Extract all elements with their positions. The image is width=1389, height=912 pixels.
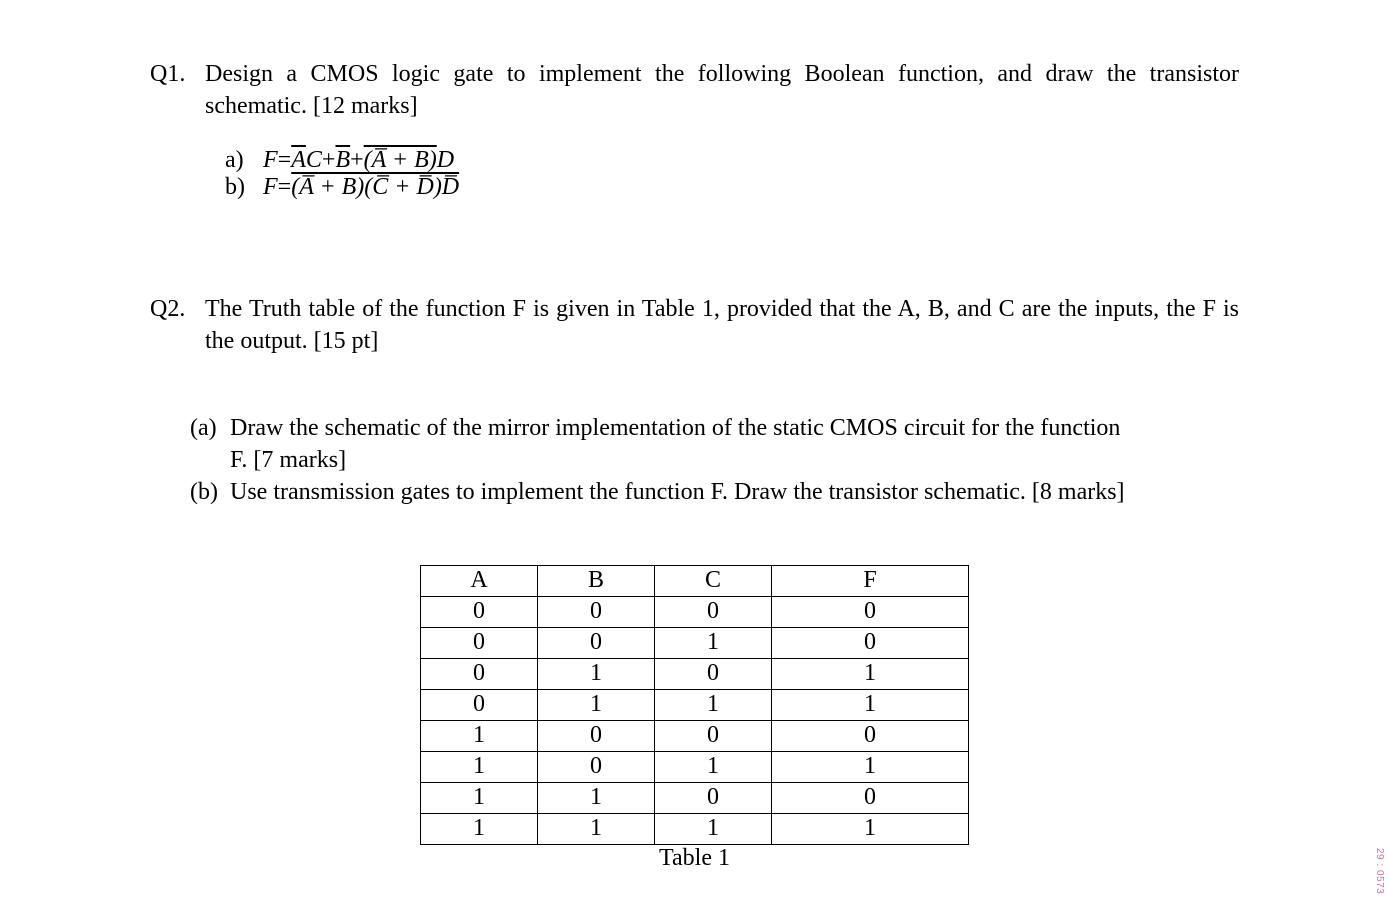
table-cell: 1 (655, 627, 772, 658)
table-row: 0000 (421, 596, 969, 627)
table-cell: 0 (538, 751, 655, 782)
table-cell: 1 (655, 813, 772, 844)
q2-sub-a-line2: F. [7 marks] (230, 447, 346, 473)
table-cell: 0 (772, 782, 969, 813)
table-cell: 1 (421, 720, 538, 751)
eq-a-label: a) (225, 147, 263, 174)
table-row: 1100 (421, 782, 969, 813)
q1-prompt: Design a CMOS logic gate to implement th… (205, 58, 1239, 123)
q2-sub-b-body: Use transmission gates to implement the … (230, 476, 1239, 508)
eq-a-C: C (306, 147, 322, 174)
table-row: 0010 (421, 627, 969, 658)
table-cell: 1 (538, 782, 655, 813)
q1-equations: a) F = A C + B + (A̅ + B) D b) F = (A̅ +… (225, 147, 1239, 201)
q2-sub-a-body: Draw the schematic of the mirror impleme… (230, 412, 1239, 477)
table-cell: 1 (772, 689, 969, 720)
q2-sub-a-line1: Draw the schematic of the mirror impleme… (230, 415, 1120, 441)
eq-b-math: F = (A̅ + B)(C̅ + D̅)D̅ (263, 174, 459, 201)
truth-table-head: ABCF (421, 565, 969, 596)
table-cell: 0 (538, 596, 655, 627)
q2-sub-a: (a) Draw the schematic of the mirror imp… (190, 412, 1239, 477)
table-cell: 1 (772, 751, 969, 782)
q1-eq-b: b) F = (A̅ + B)(C̅ + D̅)D̅ (225, 174, 1239, 201)
table-cell: 0 (772, 720, 969, 751)
eq-b-over: (A̅ + B)(C̅ + D̅)D̅ (291, 174, 459, 201)
table-row: 1111 (421, 813, 969, 844)
eq-a-plus1: + (322, 147, 336, 174)
table-cell: 1 (421, 751, 538, 782)
table-cell: 0 (421, 627, 538, 658)
q1: Q1. Design a CMOS logic gate to implemen… (150, 58, 1239, 123)
eq-a-F: F (263, 147, 278, 174)
eq-b-label: b) (225, 174, 263, 201)
eq-a-plus2: + (350, 147, 364, 174)
table-cell: 1 (538, 689, 655, 720)
table-cell: 1 (655, 751, 772, 782)
table-cell: 1 (772, 658, 969, 689)
table-header-cell: B (538, 565, 655, 596)
table-cell: 0 (655, 782, 772, 813)
table-row: 1000 (421, 720, 969, 751)
spacer (150, 201, 1239, 293)
truth-table-wrap: ABCF 00000010010101111000101111001111 Ta… (150, 565, 1239, 872)
table-cell: 0 (655, 720, 772, 751)
table-caption: Table 1 (659, 845, 730, 872)
eq-sign: = (278, 147, 292, 174)
table-header-cell: F (772, 565, 969, 596)
table-cell: 0 (538, 720, 655, 751)
table-cell: 0 (655, 658, 772, 689)
table-row: 0111 (421, 689, 969, 720)
q2-prompt: The Truth table of the function F is giv… (205, 293, 1239, 358)
q2-label: Q2. (150, 293, 205, 325)
table-cell: 1 (538, 813, 655, 844)
table-cell: 1 (655, 689, 772, 720)
table-cell: 0 (421, 658, 538, 689)
table-header-cell: A (421, 565, 538, 596)
q2-sub-b: (b) Use transmission gates to implement … (190, 476, 1239, 508)
eq-a-term3-over: (A̅ + B) (364, 147, 437, 174)
table-cell: 1 (538, 658, 655, 689)
table-row: 0101 (421, 658, 969, 689)
table-cell: 0 (538, 627, 655, 658)
page: Q1. Design a CMOS logic gate to implemen… (0, 0, 1389, 912)
truth-table: ABCF 00000010010101111000101111001111 (420, 565, 969, 845)
q2-sub-b-label: (b) (190, 476, 230, 508)
q2-sub-a-label: (a) (190, 412, 230, 444)
eq-a-math: F = A C + B + (A̅ + B) D (263, 147, 454, 174)
eq-a-D: D (437, 147, 454, 174)
q1-eq-a: a) F = A C + B + (A̅ + B) D (225, 147, 1239, 174)
eq-sign-b: = (278, 174, 292, 201)
table-cell: 0 (772, 596, 969, 627)
table-cell: 0 (772, 627, 969, 658)
eq-a-Bbar: B (335, 147, 350, 174)
q2: Q2. The Truth table of the function F is… (150, 293, 1239, 358)
q1-label: Q1. (150, 58, 205, 90)
table-cell: 0 (655, 596, 772, 627)
table-cell: 1 (421, 782, 538, 813)
watermark: 29 : 0573 (1374, 848, 1385, 894)
eq-a-Abar: A (291, 147, 306, 174)
table-row: 1011 (421, 751, 969, 782)
eq-b-F: F (263, 174, 278, 201)
table-cell: 1 (421, 813, 538, 844)
table-cell: 1 (772, 813, 969, 844)
table-header-row: ABCF (421, 565, 969, 596)
table-cell: 0 (421, 689, 538, 720)
truth-table-body: 00000010010101111000101111001111 (421, 596, 969, 844)
q2-subparts: (a) Draw the schematic of the mirror imp… (190, 412, 1239, 509)
table-cell: 0 (421, 596, 538, 627)
table-header-cell: C (655, 565, 772, 596)
spacer2 (150, 376, 1239, 412)
